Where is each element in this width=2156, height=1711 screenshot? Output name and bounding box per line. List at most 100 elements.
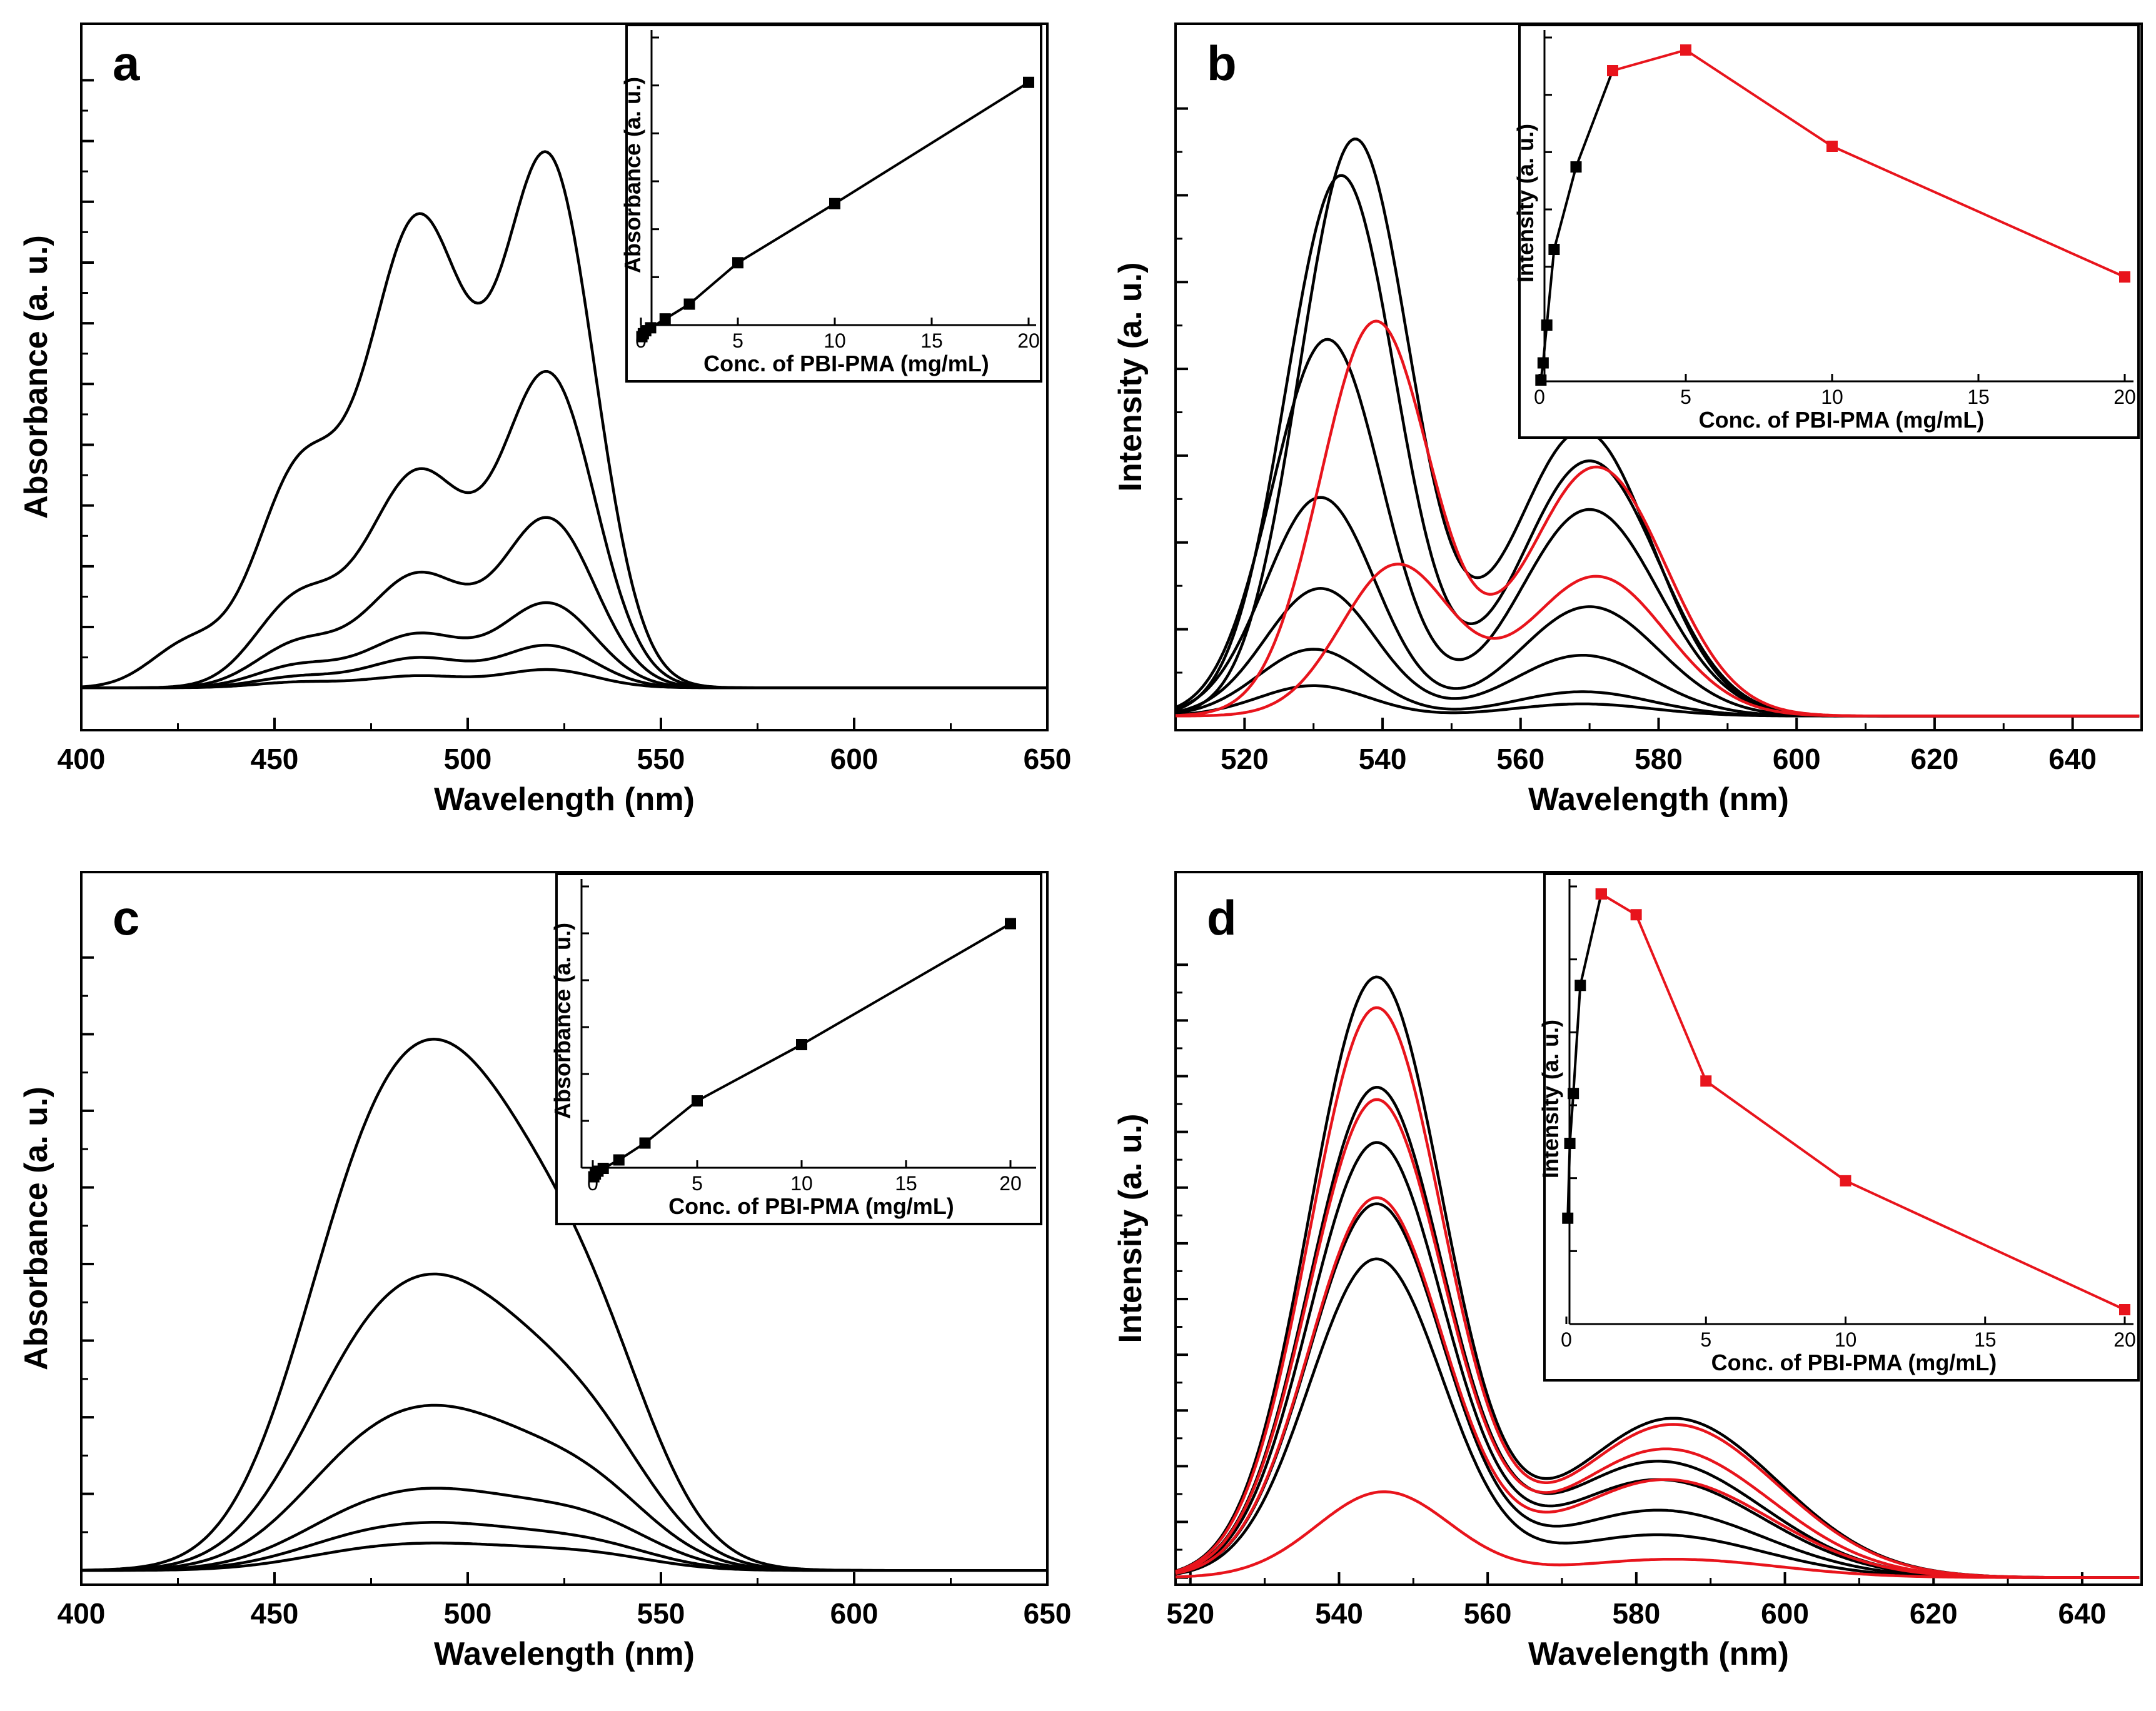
inset-frame [1518, 24, 2140, 439]
inset-data-point [639, 1137, 651, 1149]
x-axis-title: Wavelength (nm) [1528, 781, 1789, 818]
inset-data-point [659, 313, 671, 325]
inset-data-point [1595, 888, 1607, 900]
inset-y-axis-title: Intensity (a. u.) [1513, 124, 1538, 283]
inset-data-point [796, 1039, 807, 1050]
inset-series-line [1612, 48, 2125, 278]
inset-data-point [1005, 918, 1016, 930]
panel-letter: a [113, 36, 140, 91]
spectrum-line-1-25-mg-mL [81, 1521, 1047, 1572]
x-tick-label: 600 [830, 743, 879, 775]
inset-data-point [692, 1095, 703, 1106]
inset-data-point [2119, 271, 2130, 283]
y-axis-title: Intensity (a. u.) [1112, 1114, 1149, 1343]
x-tick-label: 650 [1024, 743, 1072, 775]
panel-a: a 400 450 500 550 600 650 Wavelength (nm) Absorb… [18, 23, 1072, 818]
x-tick-label: 540 [1315, 1597, 1363, 1630]
inset-x-tick-label: 5 [692, 1172, 703, 1195]
x-tick-label: 600 [830, 1597, 879, 1630]
inset-data-point [1535, 374, 1547, 386]
inset-data-point [1680, 44, 1691, 56]
inset-x-tick-label: 5 [1680, 386, 1691, 408]
inset-x-tick-label: 10 [1835, 1328, 1857, 1351]
spectrum-line-0-05 [1175, 684, 2140, 718]
inset-data-point [732, 257, 743, 269]
inset-x-tick-label: 15 [920, 329, 943, 352]
inset-y-axis-title: Absorbance (a. u.) [620, 77, 645, 273]
inset-x-tick-label: 10 [790, 1172, 813, 1195]
inset-data-point [1630, 909, 1642, 921]
x-tick-label: 550 [637, 1597, 685, 1630]
spectrum-line-2-5-mg-mL [81, 601, 1047, 690]
inset-data-point [683, 298, 695, 310]
x-tick-label: 400 [58, 743, 106, 775]
panel-letter: c [113, 890, 139, 945]
inset-data-point [1826, 141, 1838, 152]
inset-x-axis-title: Conc. of PBI-PMA (mg/mL) [668, 1193, 954, 1219]
panel-letter: b [1207, 36, 1237, 91]
x-tick-label: 580 [1635, 743, 1683, 775]
inset-x-tick-label: 5 [1700, 1328, 1711, 1351]
inset-data-point [1541, 319, 1553, 331]
x-tick-label: 400 [58, 1597, 106, 1630]
inset-d: 0 5 10 15 20 Conc. of PBI-PMA (mg/mL) Intensit… [1538, 873, 2140, 1382]
x-axis-title: Wavelength (nm) [1528, 1636, 1789, 1672]
inset-x-tick-label: 15 [1974, 1328, 1997, 1351]
inset-data-point [1568, 1088, 1579, 1100]
inset-x-tick-label: 20 [2113, 1328, 2136, 1351]
inset-data-point [645, 322, 657, 334]
inset-data-point [1574, 980, 1586, 991]
spectrum-line-0-25 [1175, 587, 2140, 718]
x-tick-label: 600 [1773, 743, 1821, 775]
inset-data-point [2119, 1304, 2130, 1315]
x-axis-title: Wavelength (nm) [434, 781, 695, 818]
inset-b: 0 5 10 15 20 Conc. of PBI-PMA (mg/mL) Intensit… [1513, 24, 2140, 439]
inset-data-point [597, 1163, 609, 1174]
y-axis-title: Absorbance (a. u.) [18, 235, 54, 519]
x-tick-label: 580 [1612, 1597, 1660, 1630]
x-tick-label: 540 [1359, 743, 1407, 775]
inset-x-tick-label: 20 [2113, 386, 2136, 408]
inset-data-point [1700, 1075, 1712, 1087]
x-tick-label: 450 [251, 743, 299, 775]
inset-data-point [1537, 357, 1549, 369]
inset-x-tick-label: 20 [999, 1172, 1022, 1195]
x-tick-label: 500 [444, 743, 492, 775]
x-tick-label: 520 [1221, 743, 1269, 775]
x-tick-label: 450 [251, 1597, 299, 1630]
x-tick-label: 560 [1464, 1597, 1512, 1630]
inset-data-point [1548, 244, 1560, 255]
inset-x-axis-title: Conc. of PBI-PMA (mg/mL) [703, 351, 989, 376]
inset-data-point [1840, 1175, 1851, 1187]
y-axis-title: Intensity (a. u.) [1112, 263, 1149, 492]
x-tick-label: 640 [2048, 743, 2097, 775]
inset-data-point [1562, 1212, 1574, 1224]
spectrum-line-0-5-mg-mL [81, 1542, 1047, 1572]
inset-data-point [829, 198, 840, 209]
y-axis-title: Absorbance (a. u.) [18, 1086, 54, 1370]
inset-x-tick-label: 20 [1017, 329, 1040, 352]
panel-c: c 400 450 500 550 600 650 Wavelength (nm) Absorb… [18, 871, 1071, 1672]
x-tick-label: 500 [444, 1597, 492, 1630]
inset-x-tick-label: 15 [1967, 386, 1990, 408]
spectrum-line-5-mg-mL [81, 1403, 1047, 1572]
x-tick-label: 640 [2058, 1597, 2107, 1630]
x-tick-label: 620 [1911, 743, 1959, 775]
inset-x-tick-label: 0 [1534, 386, 1545, 408]
plot-frame [1174, 871, 2143, 1586]
inset-data-point [613, 1154, 625, 1166]
spectrum-line-2-5-mg-mL [81, 1487, 1047, 1572]
spectrum-line-5-mg-mL [81, 516, 1047, 690]
inset-x-tick-label: 5 [732, 329, 743, 352]
x-tick-label: 520 [1166, 1597, 1214, 1630]
inset-data-point [1607, 65, 1618, 76]
panel-letter: d [1207, 890, 1237, 945]
inset-frame [1543, 873, 2140, 1382]
inset-data-point [1564, 1138, 1576, 1149]
x-tick-label: 560 [1496, 743, 1544, 775]
